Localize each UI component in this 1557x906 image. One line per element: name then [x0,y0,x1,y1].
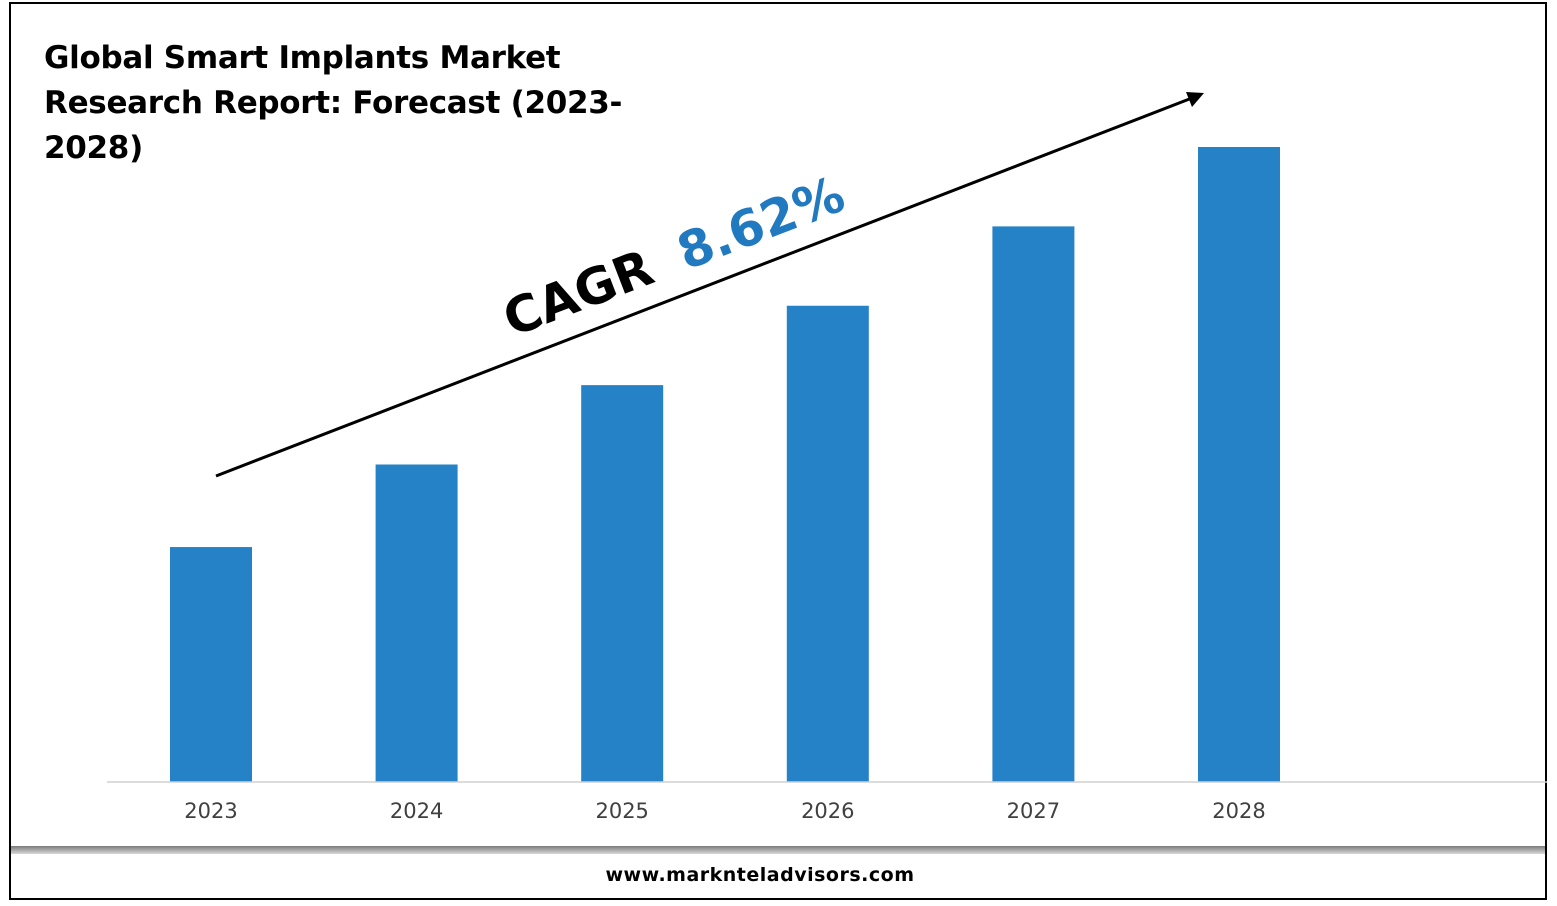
footer-website: www.marknteladvisors.com [605,864,915,886]
chart-frame [9,2,1547,900]
footer-divider [11,846,1545,854]
bar-2027 [992,226,1075,782]
arrow-head-icon [1186,92,1204,107]
x-tick-label-2026: 2026 [801,799,854,823]
bar-2028 [1198,147,1280,782]
bars-group [170,147,1280,782]
x-tick-label-2027: 2027 [1007,799,1060,823]
x-tick-labels: 2023 2024 2025 2026 2027 2028 [184,799,1265,823]
bar-2025 [581,385,664,782]
bar-2026 [786,305,869,782]
bar-2023 [170,547,252,782]
chart-title: Global Smart Implants Market Research Re… [44,40,623,166]
cagr-trend-arrow [215,96,1193,478]
bar-2024 [375,464,458,782]
x-tick-label-2023: 2023 [184,799,237,823]
x-tick-label-2028: 2028 [1212,799,1265,823]
x-tick-label-2025: 2025 [595,799,648,823]
x-tick-label-2024: 2024 [390,799,443,823]
cagr-label: CAGR [496,239,661,349]
